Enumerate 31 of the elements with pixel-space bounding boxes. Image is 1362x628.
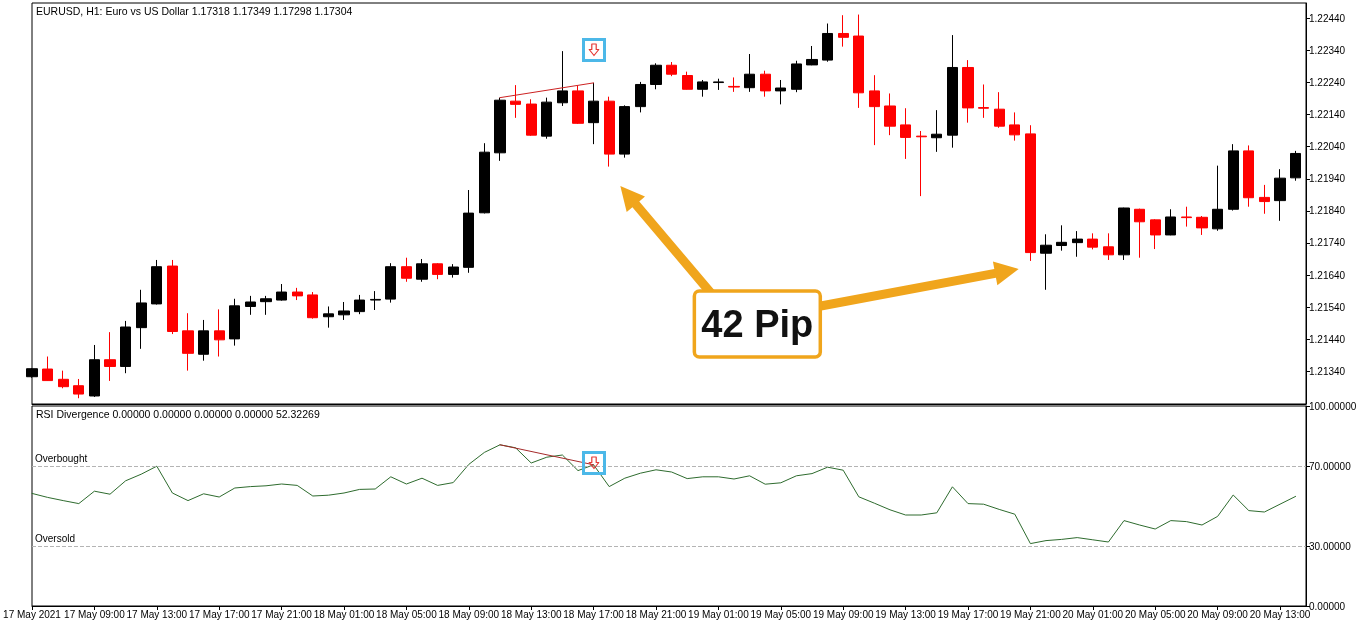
x-tick-label: 19 May 09:00 xyxy=(812,608,874,620)
chart-title: RSI Divergence 0.00000 0.00000 0.00000 0.00000 52.32269 xyxy=(36,407,320,420)
x-tick-label: 18 May 21:00 xyxy=(625,608,687,620)
x-tick-label: 19 May 05:00 xyxy=(750,608,812,620)
x-tick-label: 20 May 09:00 xyxy=(1187,608,1249,620)
x-tick-label: 18 May 17:00 xyxy=(563,608,625,620)
x-tick-label: 17 May 13:00 xyxy=(126,608,188,620)
x-tick-label: 18 May 01:00 xyxy=(313,608,375,620)
x-tick-label: 19 May 21:00 xyxy=(1000,608,1062,620)
ref-line-label: Oversold xyxy=(35,532,76,544)
x-tick-label: 17 May 2021 xyxy=(3,608,62,620)
candlestick xyxy=(58,370,69,389)
x-tick-label: 20 May 13:00 xyxy=(1249,608,1311,620)
x-tick-label: 19 May 13:00 xyxy=(875,608,937,620)
ref-line-label: Overbought xyxy=(35,452,88,464)
y-tick-label: 0.00000 xyxy=(1309,600,1346,612)
x-tick-label: 18 May 09:00 xyxy=(438,608,500,620)
x-tick-label: 20 May 05:00 xyxy=(1124,608,1186,620)
x-tick-label: 17 May 17:00 xyxy=(188,608,250,620)
x-tick-label: 19 May 01:00 xyxy=(688,608,750,620)
x-tick-label: 19 May 17:00 xyxy=(937,608,999,620)
x-tick-label: 18 May 13:00 xyxy=(500,608,562,620)
candlestick xyxy=(73,378,84,399)
line-series xyxy=(31,444,1297,545)
y-tick-label: 100.00000 xyxy=(1309,400,1357,412)
x-tick-label: 17 May 09:00 xyxy=(64,608,126,620)
x-tick-label: 20 May 01:00 xyxy=(1062,608,1124,620)
x-tick-label: 18 May 05:00 xyxy=(376,608,438,620)
y-tick-label: 70.00000 xyxy=(1309,460,1352,472)
x-tick-label: 17 May 21:00 xyxy=(251,608,313,620)
y-tick-label: 30.00000 xyxy=(1309,540,1352,552)
